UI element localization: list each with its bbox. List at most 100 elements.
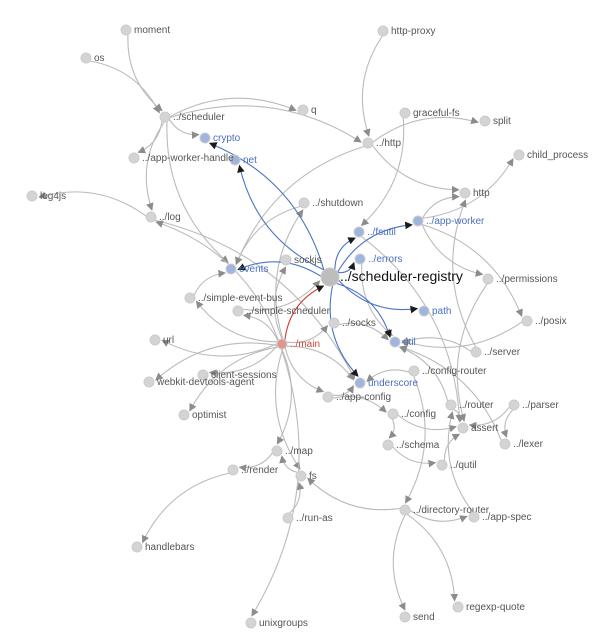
node-circle-schema[interactable] [382,439,394,451]
node-regexp-quote[interactable]: regexp-quote [452,601,525,613]
node-circle-config[interactable] [387,408,399,420]
node-http[interactable]: http [459,187,490,199]
node-graceful-fs[interactable]: graceful-fs [399,107,460,119]
node-circle-split[interactable] [479,115,491,127]
node-log4js[interactable]: log4js [26,190,66,202]
node-circle-underscore[interactable] [354,377,366,389]
node-circle-app-worker[interactable] [412,215,424,227]
node-parser[interactable]: ../parser [508,399,559,411]
node-circle-path[interactable] [418,305,430,317]
node-circle-log[interactable] [145,211,157,223]
node-run-as[interactable]: ../run-as [282,512,333,524]
node-scheduler-registry[interactable]: ../scheduler-registry [320,267,463,287]
node-circle-router[interactable] [445,399,457,411]
node-circle-webkit-devtools-agent[interactable] [143,376,155,388]
node-schema[interactable]: ../schema [382,439,440,451]
node-config[interactable]: ../config [387,408,436,420]
node-crypto[interactable]: crypto [199,132,241,144]
node-app-worker-handle[interactable]: ../app-worker-handle [128,152,234,164]
node-circle-simple-event-bus[interactable] [184,292,196,304]
node-app-worker[interactable]: ../app-worker [412,215,485,227]
node-http-proxy[interactable]: http-proxy [377,25,435,37]
node-directory-router[interactable]: ../directory-router [399,504,490,516]
node-circle-run-as[interactable] [282,512,294,524]
node-errors[interactable]: ../errors [354,253,402,265]
node-circle-scheduler-registry[interactable] [320,267,340,287]
node-circle-errors[interactable] [354,253,366,265]
node-circle-regexp-quote[interactable] [452,601,464,613]
node-circle-qutil[interactable] [436,459,448,471]
node-circle-simple-scheduler[interactable] [232,305,244,317]
node-circle-send[interactable] [399,611,411,623]
node-simple-scheduler[interactable]: ../simple-scheduler [232,305,331,317]
node-permissions[interactable]: ../permissions [482,273,558,285]
node-circle-fs[interactable] [295,470,307,482]
node-client-sessions[interactable]: client-sessions [197,369,277,381]
node-shutdown[interactable]: ../shutdown [298,197,363,209]
node-url[interactable]: url [149,334,174,346]
node-map[interactable]: ../map [271,445,313,457]
node-optimist[interactable]: optimist [178,409,227,421]
node-simple-event-bus[interactable]: ../simple-event-bus [184,292,282,304]
node-circle-unixgroups[interactable] [245,617,257,629]
node-log[interactable]: ../log [145,211,181,223]
node-circle-http-rel[interactable] [362,137,374,149]
node-sockjs[interactable]: sockjs [280,254,322,266]
node-child_process[interactable]: child_process [513,149,588,161]
node-render[interactable]: ../render [227,464,279,476]
node-circle-util[interactable] [389,336,401,348]
node-util[interactable]: util [389,336,416,348]
node-send[interactable]: send [399,611,435,623]
node-circle-main[interactable] [276,338,288,350]
node-circle-handlebars[interactable] [131,541,143,553]
node-http-rel[interactable]: ../http [362,137,401,149]
node-circle-fsutil[interactable] [353,226,365,238]
node-webkit-devtools-agent[interactable]: webkit-devtools-agent [143,376,254,388]
node-circle-parser[interactable] [508,399,520,411]
node-circle-client-sessions[interactable] [197,369,209,381]
node-circle-server[interactable] [470,346,482,358]
node-circle-directory-router[interactable] [399,504,411,516]
node-circle-crypto[interactable] [199,132,211,144]
node-circle-http[interactable] [459,187,471,199]
node-app-spec[interactable]: ../app-spec [468,511,531,523]
node-circle-sockjs[interactable] [280,254,292,266]
node-assert[interactable]: assert [457,422,498,434]
node-circle-posix[interactable] [521,315,533,327]
node-circle-lexer[interactable] [499,438,511,450]
node-circle-url[interactable] [149,334,161,346]
node-underscore[interactable]: underscore [354,377,418,389]
node-circle-q[interactable] [297,104,309,116]
node-lexer[interactable]: ../lexer [499,438,544,450]
node-split[interactable]: split [479,115,511,127]
node-circle-map[interactable] [271,445,283,457]
node-circle-render[interactable] [227,464,239,476]
node-handlebars[interactable]: handlebars [131,541,194,553]
node-events[interactable]: events [225,263,268,275]
node-circle-scheduler[interactable] [159,111,171,123]
node-path[interactable]: path [418,305,451,317]
node-circle-graceful-fs[interactable] [399,107,411,119]
node-scheduler[interactable]: ../scheduler [159,111,225,123]
node-circle-net[interactable] [229,154,241,166]
node-circle-socks[interactable] [328,317,340,329]
node-circle-log4js[interactable] [26,190,38,202]
node-unixgroups[interactable]: unixgroups [245,617,308,629]
node-circle-app-spec[interactable] [468,511,480,523]
node-circle-assert[interactable] [457,422,469,434]
node-config-router[interactable]: ../config-router [408,365,487,377]
node-moment[interactable]: moment [120,24,170,36]
node-circle-app-config[interactable] [322,391,334,403]
node-circle-config-router[interactable] [408,365,420,377]
node-fs[interactable]: fs [295,470,317,482]
node-q[interactable]: q [297,104,317,116]
node-posix[interactable]: ../posix [521,315,567,327]
node-net[interactable]: net [229,154,257,166]
node-circle-child_process[interactable] [513,149,525,161]
node-circle-moment[interactable] [120,24,132,36]
node-os[interactable]: os [80,52,105,64]
node-router[interactable]: ../router [445,399,494,411]
node-main[interactable]: ../main [276,338,320,350]
node-circle-events[interactable] [225,263,237,275]
node-qutil[interactable]: ../qutil [436,459,477,471]
